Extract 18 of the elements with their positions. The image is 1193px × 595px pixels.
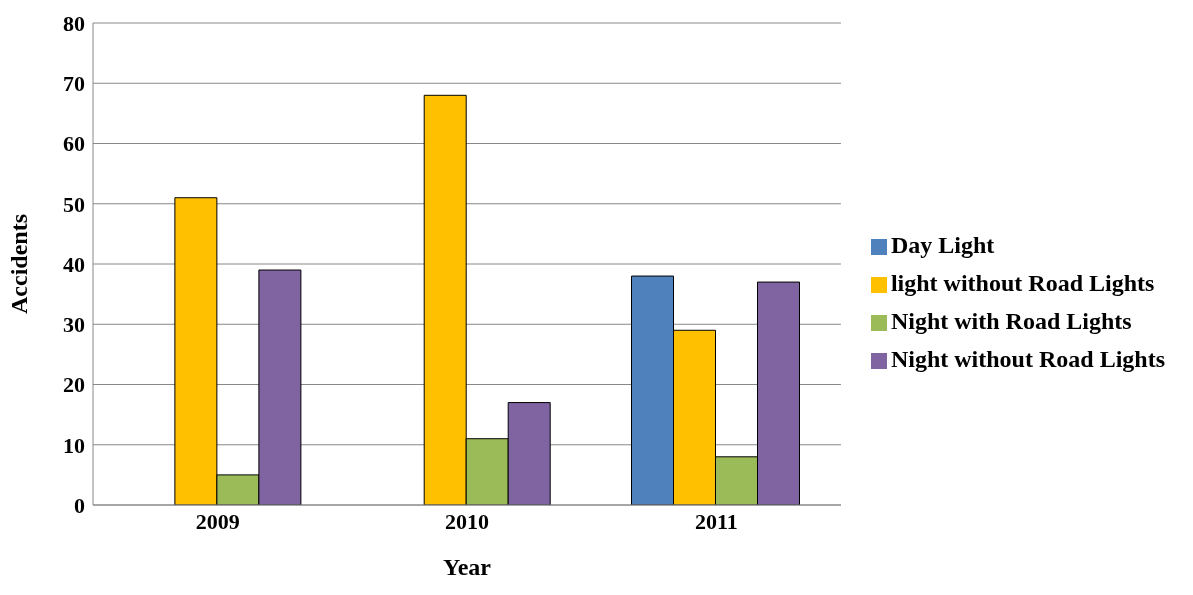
- legend-label: Day Light: [890, 231, 995, 258]
- y-tick-label: 30: [63, 312, 85, 338]
- legend-label: light without Road Lights: [890, 269, 1155, 296]
- x-axis-title: Year: [442, 554, 492, 580]
- x-tick-label: 2010: [444, 508, 489, 534]
- y-tick-label: 0: [74, 492, 85, 518]
- y-axis-title: Accidents: [5, 214, 32, 314]
- legend-label: Night with Road Lights: [890, 307, 1132, 334]
- y-tick-label: 70: [63, 71, 85, 97]
- y-tick-label: 60: [63, 131, 85, 157]
- y-tick-label: 50: [63, 191, 85, 217]
- legend-label: Night without Road Lights: [890, 345, 1165, 372]
- x-tick-label: 2011: [694, 508, 738, 534]
- x-tick-label: 2009: [195, 508, 240, 534]
- y-tick-label: 10: [63, 432, 85, 458]
- y-tick-label: 80: [63, 10, 85, 36]
- y-tick-label: 40: [63, 251, 85, 277]
- y-tick-label: 20: [63, 372, 85, 398]
